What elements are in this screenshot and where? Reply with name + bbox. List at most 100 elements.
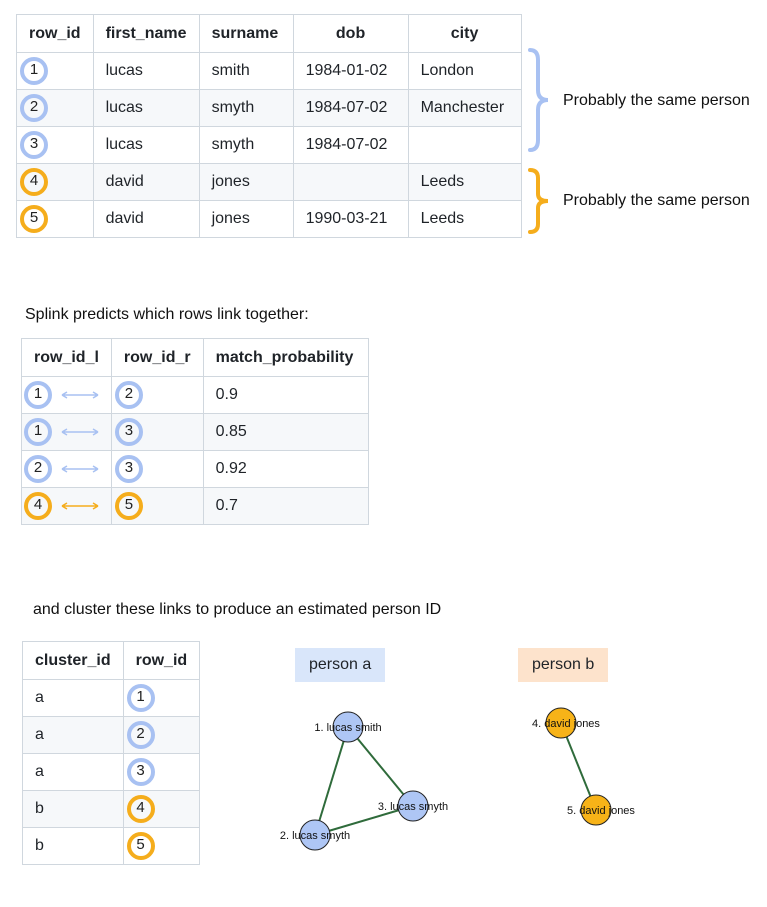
row-id-badge: 1 (126, 684, 155, 712)
row-id-badge: 1 (20, 57, 48, 85)
dob-cell: 1984-07-02 (292, 126, 409, 164)
probability-cell: 0.92 (202, 450, 369, 488)
cluster-graph: 1. lucas smith 2. lucas smyth 3. lucas s… (280, 707, 635, 851)
person-b-graph: 4. david jones 5. david jones (532, 707, 635, 826)
surname-cell: jones (198, 163, 294, 201)
row-id-cell: 4 (122, 790, 201, 828)
node-4-label: 4. david jones (532, 718, 600, 730)
col-surname: surname (198, 14, 294, 53)
city-cell: Manchester (407, 89, 522, 127)
section-2-caption: Splink predicts which rows link together… (25, 306, 309, 323)
clusters-table: cluster_id row_id a 1 a 2 a 3 b 4 b 5 (22, 641, 201, 865)
city-cell: Leeds (407, 163, 522, 201)
dob-cell: 1984-01-02 (292, 52, 409, 90)
col-row-id-l: row_id_l (21, 338, 112, 377)
table-row: b 5 (22, 827, 201, 865)
node-2 (299, 819, 331, 851)
node-5-label: 5. david jones (567, 805, 635, 817)
edge-2-3 (314, 805, 414, 836)
row-id-l-cell: 4 (21, 487, 112, 525)
dob-cell (292, 163, 409, 201)
edge-1-3 (347, 726, 414, 807)
first-name-cell: lucas (92, 52, 200, 90)
first-name-cell: david (92, 163, 200, 201)
row-id-badge: 3 (126, 758, 155, 786)
row-id-badge: 3 (114, 418, 143, 446)
row-id-l-cell: 1 (21, 413, 112, 451)
table-row: b 4 (22, 790, 201, 828)
row-id-cell: 5 (122, 827, 201, 865)
probability-cell: 0.85 (202, 413, 369, 451)
city-cell: London (407, 52, 522, 90)
table-row: 1 3 0.85 (21, 413, 369, 451)
table-row: a 1 (22, 679, 201, 717)
links-header-row: row_id_l row_id_r match_probability (21, 338, 369, 377)
dob-cell: 1990-03-21 (292, 200, 409, 238)
row-id-badge: 3 (20, 131, 48, 159)
row-id-cell: 1 (122, 679, 201, 717)
node-1 (332, 711, 364, 743)
row-id-r-cell: 2 (110, 376, 204, 414)
cluster-cell: a (22, 679, 124, 717)
table-row: 1 2 0.9 (21, 376, 369, 414)
row-id-r-cell: 3 (110, 450, 204, 488)
link-arrow-icon (62, 428, 99, 436)
col-first-name: first_name (92, 14, 200, 53)
row-id-r-cell: 5 (110, 487, 204, 525)
col-cluster-id: cluster_id (22, 641, 124, 680)
row-id-r-cell: 3 (110, 413, 204, 451)
table-row: 4 5 0.7 (21, 487, 369, 525)
row-id-cell: 3 (16, 126, 94, 164)
table-row: 2 lucas smyth 1984-07-02 Manchester (16, 89, 522, 127)
row-id-badge: 4 (20, 168, 48, 196)
table-row: 4 david jones Leeds (16, 163, 522, 201)
row-id-cell: 1 (16, 52, 94, 90)
person-b-label: person b (518, 648, 609, 682)
person-a-graph: 1. lucas smith 2. lucas smyth 3. lucas s… (280, 711, 448, 851)
col-city: city (407, 14, 522, 53)
row-id-badge: 4 (126, 795, 155, 823)
node-3-label: 3. lucas smyth (378, 801, 448, 813)
probability-cell: 0.9 (202, 376, 369, 414)
row-id-badge: 3 (114, 455, 143, 483)
row-id-cell: 2 (122, 716, 201, 754)
row-id-badge: 5 (126, 832, 155, 860)
row-id-cell: 2 (16, 89, 94, 127)
cluster-cell: a (22, 753, 124, 791)
row-id-badge: 5 (114, 492, 143, 520)
first-name-cell: david (92, 200, 200, 238)
node-1-label: 1. lucas smith (314, 722, 381, 734)
row-id-l-cell: 2 (21, 450, 112, 488)
surname-cell: smith (198, 52, 294, 90)
brace-group-2 (528, 168, 549, 234)
dob-cell: 1984-07-02 (292, 89, 409, 127)
group-1-annotation: Probably the same person (563, 92, 750, 109)
brace-group-1 (528, 48, 549, 152)
city-cell: Leeds (407, 200, 522, 238)
row-id-cell: 5 (16, 200, 94, 238)
clusters-header-row: cluster_id row_id (22, 641, 201, 680)
table-row: 3 lucas smyth 1984-07-02 (16, 126, 522, 164)
row-id-badge: 2 (24, 455, 52, 483)
city-cell (407, 126, 522, 164)
surname-cell: smyth (198, 89, 294, 127)
edge-1-2 (314, 726, 349, 836)
link-arrow-icon (62, 465, 99, 473)
table-row: 5 david jones 1990-03-21 Leeds (16, 200, 522, 238)
table-row: 2 3 0.92 (21, 450, 369, 488)
row-id-badge: 2 (20, 94, 48, 122)
node-3 (397, 790, 429, 822)
records-header-row: row_id first_name surname dob city (16, 14, 522, 53)
node-2-label: 2. lucas smyth (280, 830, 350, 842)
edge-4-5 (560, 722, 597, 811)
cluster-cell: b (22, 827, 124, 865)
group-2-annotation: Probably the same person (563, 192, 750, 209)
row-id-badge: 5 (20, 205, 48, 233)
section-3-caption: and cluster these links to produce an es… (33, 601, 442, 618)
row-id-badge: 1 (24, 418, 52, 446)
table-row: a 3 (22, 753, 201, 791)
table-row: a 2 (22, 716, 201, 754)
row-id-badge: 1 (24, 381, 52, 409)
records-table: row_id first_name surname dob city 1 luc… (16, 14, 522, 238)
row-id-l-cell: 1 (21, 376, 112, 414)
